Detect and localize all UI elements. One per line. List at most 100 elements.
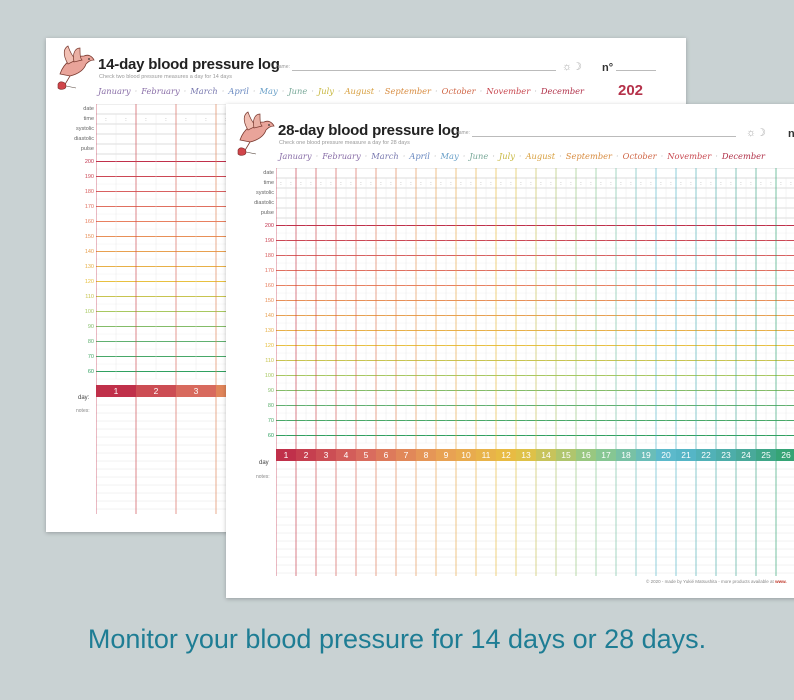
day-number: 18 (621, 450, 631, 460)
month-separator: · (134, 86, 138, 96)
page-subtitle: Check one blood pressure measure a day f… (279, 140, 410, 146)
month-december[interactable]: December (540, 86, 585, 96)
month-february[interactable]: February (322, 151, 361, 161)
day-number: 2 (154, 386, 159, 396)
month-july[interactable]: July (498, 151, 515, 161)
time-colon: : (470, 181, 471, 187)
month-march[interactable]: March (190, 86, 218, 96)
day-cell (776, 449, 794, 461)
month-separator: · (337, 86, 341, 96)
day-number: 13 (521, 450, 531, 460)
time-colon: : (550, 181, 551, 187)
row-label-date: date (83, 106, 94, 112)
month-august[interactable]: August (525, 151, 556, 161)
month-october[interactable]: October (441, 86, 476, 96)
month-january[interactable]: January (98, 86, 131, 96)
time-colon: : (680, 181, 681, 187)
time-colon: : (700, 181, 701, 187)
page-subtitle: Check two blood pressure measures a day … (99, 74, 232, 80)
row-label-time: time (83, 116, 94, 122)
footer-text: © 2020 - made by Yukié Matsushita - more… (646, 579, 776, 584)
month-separator: · (462, 151, 466, 161)
name-field[interactable] (292, 70, 556, 71)
month-separator: · (559, 151, 562, 161)
month-february[interactable]: February (141, 86, 180, 96)
scale-tick-label: 150 (264, 297, 274, 304)
scale-tick-label: 90 (87, 323, 94, 330)
notes-label: notes: (256, 474, 270, 480)
day-number: 9 (444, 450, 449, 460)
day-number: 7 (404, 450, 409, 460)
month-separator: · (252, 86, 256, 96)
month-november[interactable]: November (486, 86, 531, 96)
month-separator: · (315, 151, 319, 161)
time-colon: : (490, 181, 491, 187)
year-label: 202 (618, 82, 644, 99)
month-june[interactable]: June (469, 151, 489, 161)
day-cell (296, 449, 316, 461)
scale-tick-label: 70 (267, 417, 274, 424)
month-may[interactable]: May (440, 151, 459, 161)
month-september[interactable]: September (565, 151, 613, 161)
footer-link[interactable]: www. (775, 579, 787, 584)
day-cell (636, 449, 656, 461)
month-august[interactable]: August (344, 86, 375, 96)
month-april[interactable]: April (409, 151, 430, 161)
page-title: 28-day blood pressure log (278, 122, 460, 139)
scale-tick-label: 110 (85, 293, 94, 300)
bird-logo-icon (57, 45, 95, 90)
day-cell (616, 449, 636, 461)
scale-tick-label: 140 (264, 312, 274, 319)
name-label: name: (456, 130, 470, 136)
day-number: 19 (641, 450, 651, 460)
day-number: 3 (194, 386, 199, 396)
sun-moon-icon: ☼☽ (746, 127, 766, 139)
time-colon: : (400, 181, 401, 187)
name-field[interactable] (472, 136, 736, 137)
month-june[interactable]: June (288, 86, 308, 96)
day-number: 25 (761, 450, 771, 460)
scale-tick-label: 80 (87, 338, 94, 345)
month-may[interactable]: May (259, 86, 278, 96)
number-field[interactable] (616, 70, 656, 71)
row-label-date: date (263, 170, 274, 176)
day-number: 1 (114, 386, 119, 396)
month-october[interactable]: October (622, 151, 657, 161)
day-number: 26 (781, 450, 791, 460)
row-label-pulse: pulse (260, 210, 274, 216)
month-march[interactable]: March (371, 151, 399, 161)
day-cell (316, 449, 336, 461)
scale-tick-label: 130 (264, 327, 274, 334)
month-april[interactable]: April (228, 86, 249, 96)
time-colon: : (460, 181, 461, 187)
day-cell (416, 449, 436, 461)
time-colon: : (510, 181, 511, 187)
time-colon: : (780, 181, 781, 187)
scale-tick-label: 120 (264, 342, 274, 349)
time-colon: : (640, 181, 641, 187)
day-label: day: (78, 395, 90, 401)
month-january[interactable]: January (279, 151, 312, 161)
day-cell (656, 449, 676, 461)
scale-tick-label: 60 (87, 368, 94, 375)
day-number: 14 (541, 450, 551, 460)
time-colon: : (480, 181, 481, 187)
month-november[interactable]: November (667, 151, 712, 161)
time-colon: : (125, 117, 126, 123)
row-label-systolic: systolic (75, 126, 94, 132)
log-sheet-28-day: 28-day blood pressure log Check one bloo… (226, 104, 794, 598)
month-selector: January · February · March · April · May · June · Ju… (98, 86, 584, 96)
day-cell (576, 449, 596, 461)
number-label: n° (602, 62, 614, 74)
month-selector: January · February · March · April · May · June · Ju… (279, 151, 765, 161)
scale-tick-label: 140 (84, 248, 94, 255)
month-separator: · (281, 86, 285, 96)
month-september[interactable]: September (384, 86, 432, 96)
day-number: 8 (424, 450, 429, 460)
sun-moon-icon: ☼☽ (562, 61, 582, 73)
month-separator: · (435, 86, 438, 96)
day-cell (176, 385, 216, 397)
time-colon: : (610, 181, 611, 187)
month-december[interactable]: December (721, 151, 766, 161)
month-july[interactable]: July (317, 86, 334, 96)
